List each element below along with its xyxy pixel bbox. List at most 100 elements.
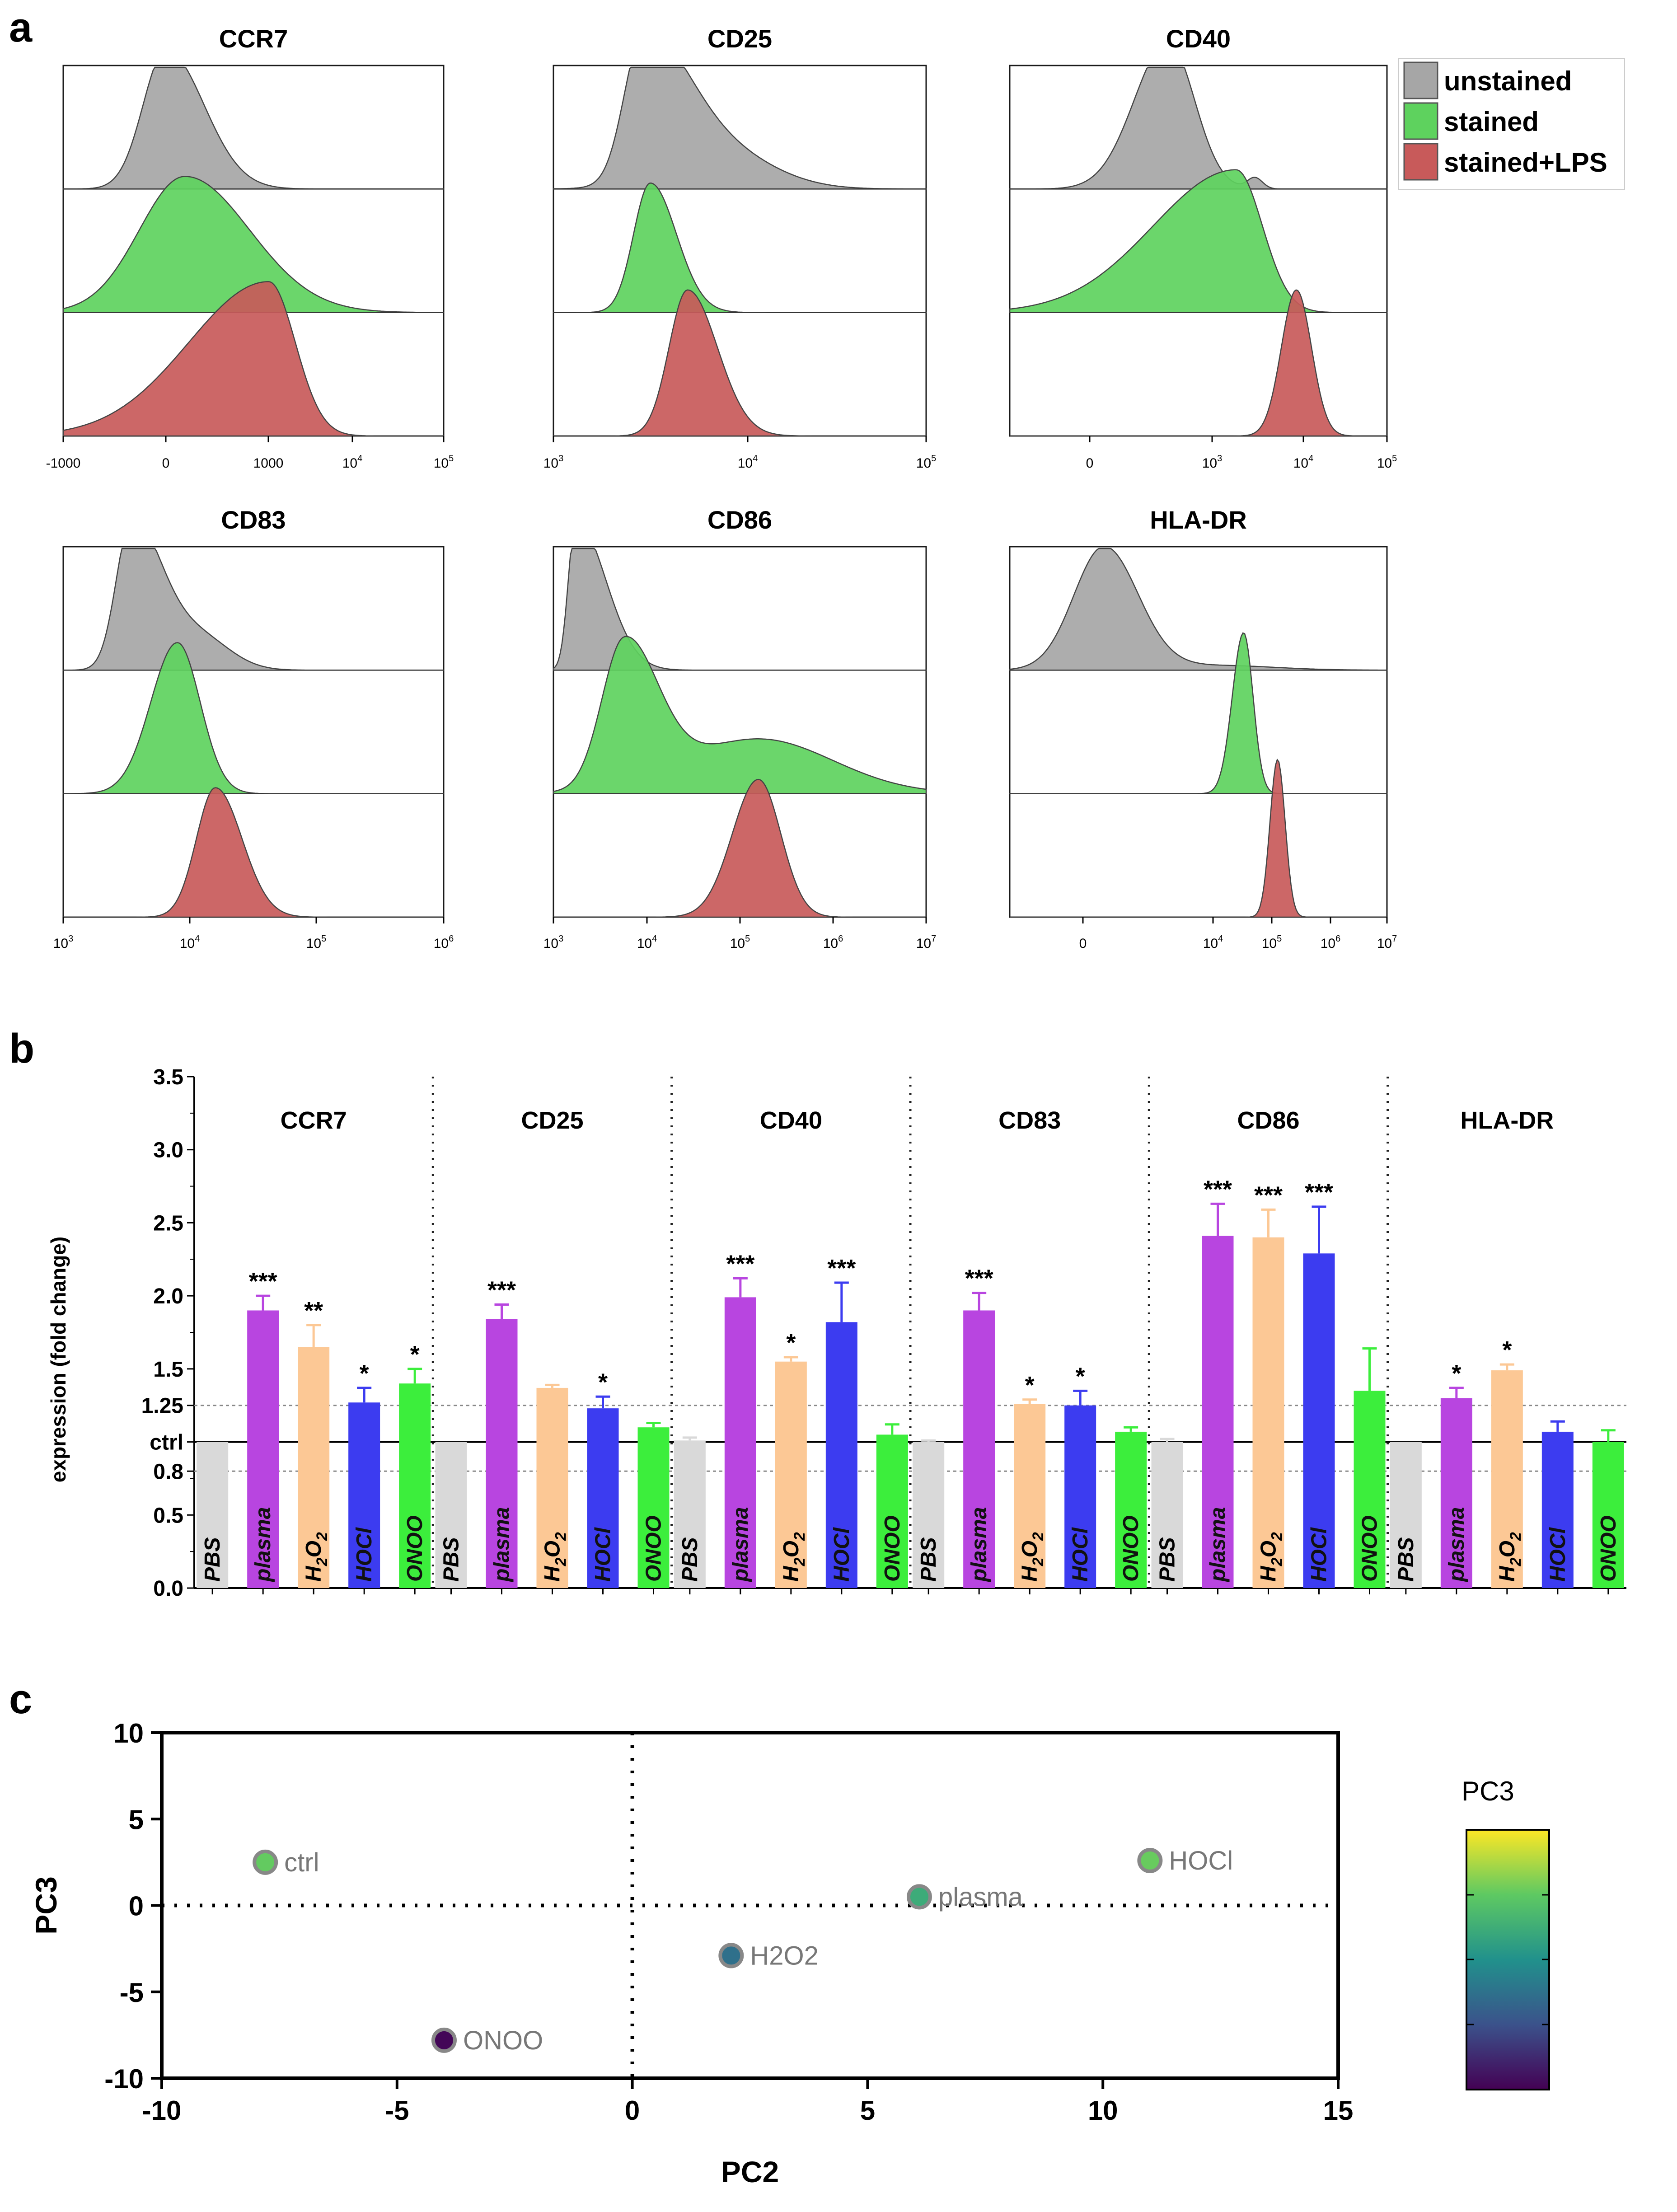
scatter-point-label: H2O2 [750, 1941, 819, 1970]
scatter-x-tick-label: 5 [860, 2095, 875, 2126]
treatment-label-subscript: 2 [1030, 1532, 1047, 1541]
treatment-label-subscript: 2 [1507, 1532, 1524, 1541]
treatment-label: HOCl [1546, 1527, 1570, 1582]
tick-label: 103 [543, 934, 564, 951]
treatment-label: ONOO [1597, 1515, 1621, 1582]
treatment-label-part: H [1495, 1565, 1519, 1582]
bar-ccr7-plasma [247, 1310, 279, 1588]
significance-stars: * [786, 1329, 796, 1356]
treatment-label-subscript: 2 [1030, 1557, 1047, 1566]
scatter-y-tick-label: 5 [129, 1804, 144, 1835]
histogram-curve-stained [62, 176, 445, 313]
treatment-label: H2O2 [779, 1532, 808, 1582]
bar-group-title: CD40 [760, 1107, 822, 1134]
panel-label-b: b [9, 1026, 34, 1072]
bar-ccr7-hocl [348, 1402, 380, 1588]
bar-ccr7-onoo [399, 1383, 431, 1588]
treatment-label: PBS [1394, 1537, 1418, 1582]
treatment-label: PBS [1156, 1537, 1180, 1582]
significance-stars: *** [726, 1250, 754, 1277]
treatment-label-part: O [1495, 1541, 1519, 1557]
treatment-label-part: H [1257, 1565, 1281, 1582]
pca-scatter: -10 -5 0 5 10 15 10 5 0 -5 -10 PC2 PC3 ctrl ONOO H2O2 pl… [29, 1718, 1353, 2189]
histogram-frame [62, 546, 445, 918]
treatment-label: ONOO [881, 1515, 904, 1582]
tick-label: 106 [1321, 934, 1341, 951]
bar-group-title: CD83 [998, 1107, 1061, 1134]
tick-label: 104 [637, 934, 657, 951]
scatter-y-tick-label: -10 [104, 2064, 144, 2094]
panel-label-c: c [9, 1676, 32, 1722]
histogram-cd40: CD40 [1009, 24, 1388, 442]
scatter-point-label: HOCl [1169, 1846, 1233, 1875]
treatment-label-part: O [1257, 1541, 1281, 1557]
significance-stars: * [598, 1368, 608, 1396]
histogram-title: CD86 [707, 506, 772, 534]
scatter-y-tick-label: -5 [120, 1978, 144, 2008]
bar-cd83-onoo [1115, 1431, 1147, 1588]
bar-group-title: CCR7 [281, 1107, 347, 1134]
bar-y-axis-label: expression (fold change) [47, 1237, 70, 1482]
histogram-curve-unstained [553, 66, 927, 190]
colorbar: PC3 [1462, 1776, 1550, 2090]
treatment-label: H2O2 [302, 1532, 331, 1582]
tick-label: 1000 [253, 456, 284, 471]
bar-y-tick-label: ctrl [150, 1431, 183, 1455]
scatter-point-onoo [431, 2027, 457, 2053]
bar-y-tick-label: 2.0 [153, 1284, 183, 1308]
significance-stars: *** [827, 1255, 856, 1282]
bar-cd25-pbs [435, 1442, 467, 1588]
significance-stars: * [1502, 1336, 1512, 1364]
bar-y-tick-label: 2.5 [153, 1211, 183, 1235]
histogram-curve-stained-lps [553, 778, 926, 918]
legend-label-stained-lps: stained+LPS [1444, 147, 1607, 178]
bar-cd83-pbs [913, 1442, 945, 1588]
scatter-point-plasma [906, 1884, 932, 1910]
significance-stars: *** [249, 1268, 277, 1295]
treatment-label: plasma [251, 1507, 275, 1583]
bar-hla-dr-onoo [1592, 1442, 1624, 1588]
bar-cd25-h2o2 [536, 1387, 568, 1588]
treatment-label-part: H [1018, 1565, 1042, 1582]
bar-y-tick-label: 0.0 [153, 1577, 183, 1601]
bar-cd86-onoo [1354, 1391, 1386, 1588]
treatment-label: plasma [1445, 1507, 1469, 1583]
tick-label: 105 [916, 454, 937, 471]
tick-label: 105 [1377, 454, 1397, 471]
scatter-x-axis-label: PC2 [721, 2155, 779, 2189]
treatment-label-subscript: 2 [314, 1532, 331, 1541]
tick-label: 103 [543, 454, 564, 471]
tick-label: 104 [738, 454, 758, 471]
significance-stars: ** [304, 1297, 323, 1324]
bar-cd83-hocl [1064, 1405, 1096, 1588]
histogram-curve-stained [553, 636, 927, 794]
treatment-label-part: H [302, 1565, 326, 1582]
treatment-label-part: O [1018, 1541, 1042, 1557]
treatment-label-subscript: 2 [791, 1532, 808, 1541]
treatment-label: plasma [490, 1507, 514, 1583]
treatment-label: HOCl [352, 1527, 376, 1582]
panel-label-a: a [9, 5, 33, 51]
bar-ccr7-pbs [197, 1442, 229, 1588]
bar-cd40-pbs [674, 1440, 706, 1588]
histogram-cd86: CD86 [553, 506, 927, 923]
treatment-label-subscript: 2 [553, 1532, 570, 1541]
scatter-y-axis-label: PC3 [29, 1876, 63, 1934]
bar-hla-dr-hocl [1541, 1431, 1574, 1588]
bar-group-title: CD86 [1237, 1107, 1299, 1134]
significance-stars: *** [965, 1265, 993, 1292]
bar-group-title: CD25 [521, 1107, 583, 1134]
scatter-y-tick-label: 10 [113, 1718, 144, 1748]
treatment-label: HOCl [1068, 1527, 1092, 1582]
tick-label: 107 [1377, 934, 1397, 951]
treatment-label: PBS [440, 1537, 464, 1582]
scatter-y-tick-label: 0 [129, 1891, 144, 1921]
treatment-label-part: H [779, 1565, 803, 1582]
tick-label: 104 [342, 454, 363, 471]
treatment-label-part: O [541, 1541, 565, 1557]
scatter-point-label: plasma [938, 1882, 1023, 1912]
treatment-label: PBS [917, 1537, 941, 1582]
bar-cd40-h2o2 [775, 1361, 807, 1588]
bar-cd86-plasma [1202, 1236, 1234, 1588]
